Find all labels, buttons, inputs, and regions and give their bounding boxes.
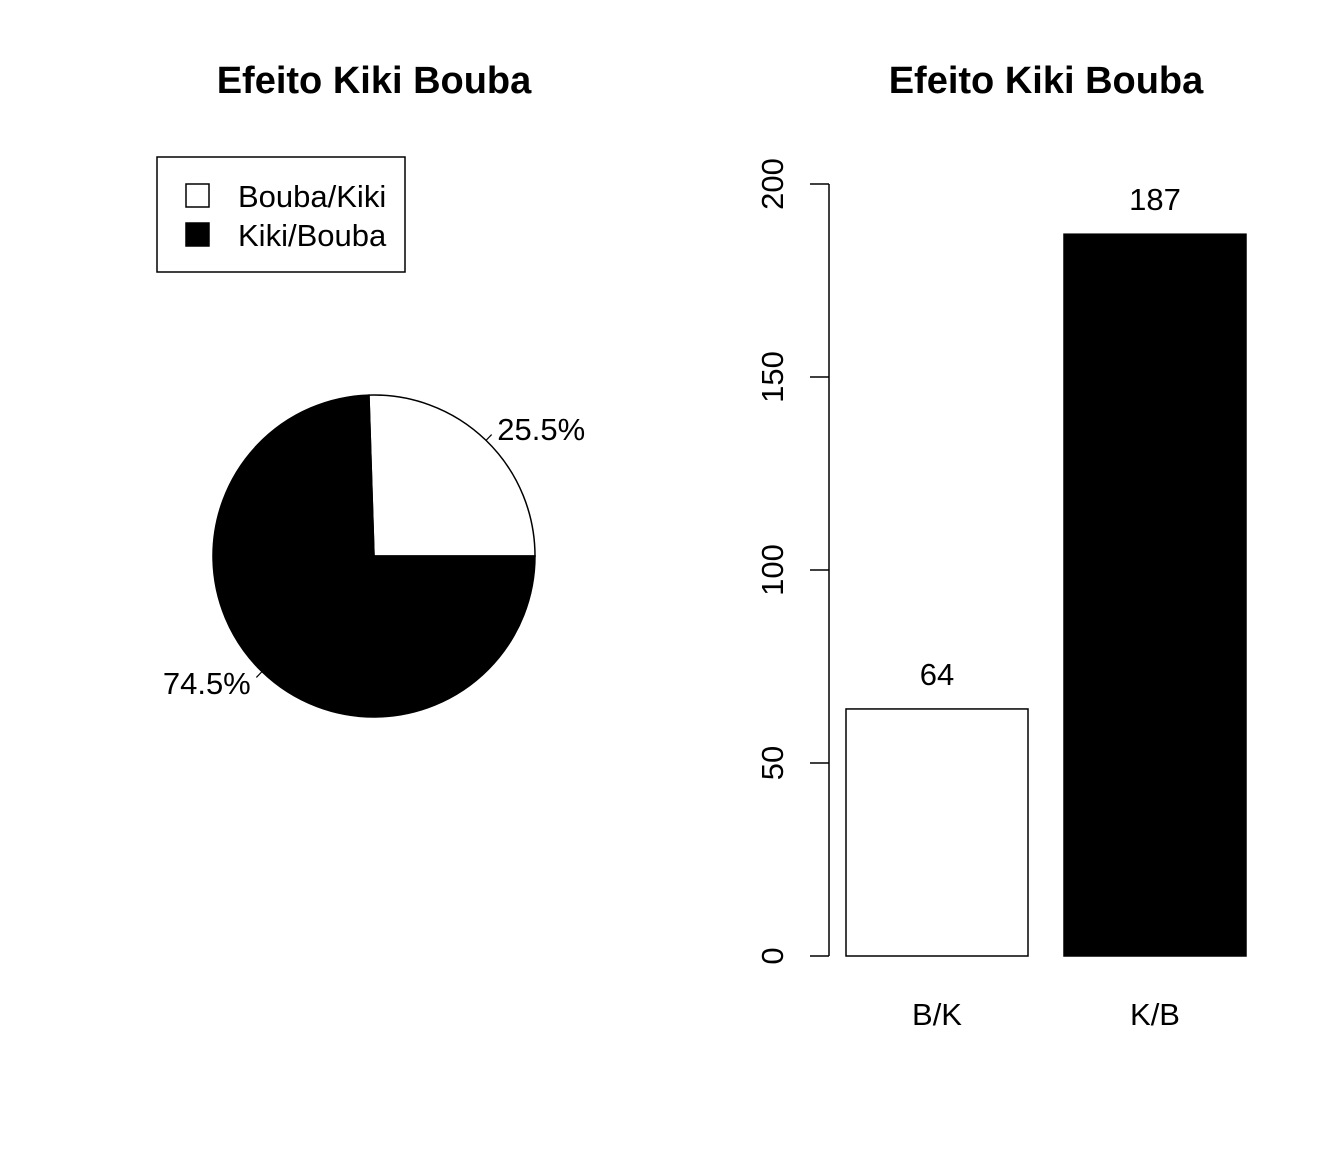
- pie-slice-label: 74.5%: [163, 666, 251, 701]
- x-category-label: K/B: [1130, 997, 1180, 1032]
- legend-box: [156, 156, 406, 273]
- pie-panel: Efeito Kiki Bouba Bouba/Kiki Kiki/Bouba …: [156, 60, 585, 718]
- bar-k-b: [1063, 233, 1247, 957]
- pie-slice-bouba-kiki: [368, 394, 536, 557]
- pie-slice-kiki-bouba: [212, 394, 536, 718]
- legend-swatch-bouba-kiki: [185, 183, 210, 208]
- pie-slices: [212, 394, 536, 718]
- y-tick-label: 100: [755, 544, 790, 596]
- pie-slice-label: 25.5%: [497, 412, 585, 447]
- bars: [845, 233, 1247, 957]
- pie-title: Efeito Kiki Bouba: [217, 60, 532, 102]
- y-tick-label: 150: [755, 351, 790, 403]
- pie-legend: Bouba/Kiki Kiki/Bouba: [156, 156, 406, 273]
- y-axis: 0 50 100 150 200: [755, 158, 830, 965]
- legend-label-bouba-kiki: Bouba/Kiki: [238, 179, 386, 214]
- bar-title: Efeito Kiki Bouba: [889, 60, 1204, 102]
- bar-value-label: 64: [920, 657, 954, 692]
- pie-label-tick: [255, 671, 263, 678]
- legend-swatch-kiki-bouba: [185, 222, 210, 247]
- y-tick-label: 0: [755, 947, 790, 964]
- bar-b-k: [845, 708, 1029, 957]
- bar-panel: Efeito Kiki Bouba 0 50 100 150 200 64 B/K 187 K…: [755, 60, 1247, 1032]
- legend-label-kiki-bouba: Kiki/Bouba: [238, 218, 387, 253]
- x-category-label: B/K: [912, 997, 962, 1032]
- y-tick-label: 50: [755, 746, 790, 780]
- pie-labels: 25.5% 74.5%: [163, 412, 585, 701]
- bar-labels: 64 B/K 187 K/B: [912, 182, 1181, 1032]
- y-tick-label: 200: [755, 158, 790, 210]
- pie-label-tick: [485, 434, 493, 441]
- bar-value-label: 187: [1129, 182, 1181, 217]
